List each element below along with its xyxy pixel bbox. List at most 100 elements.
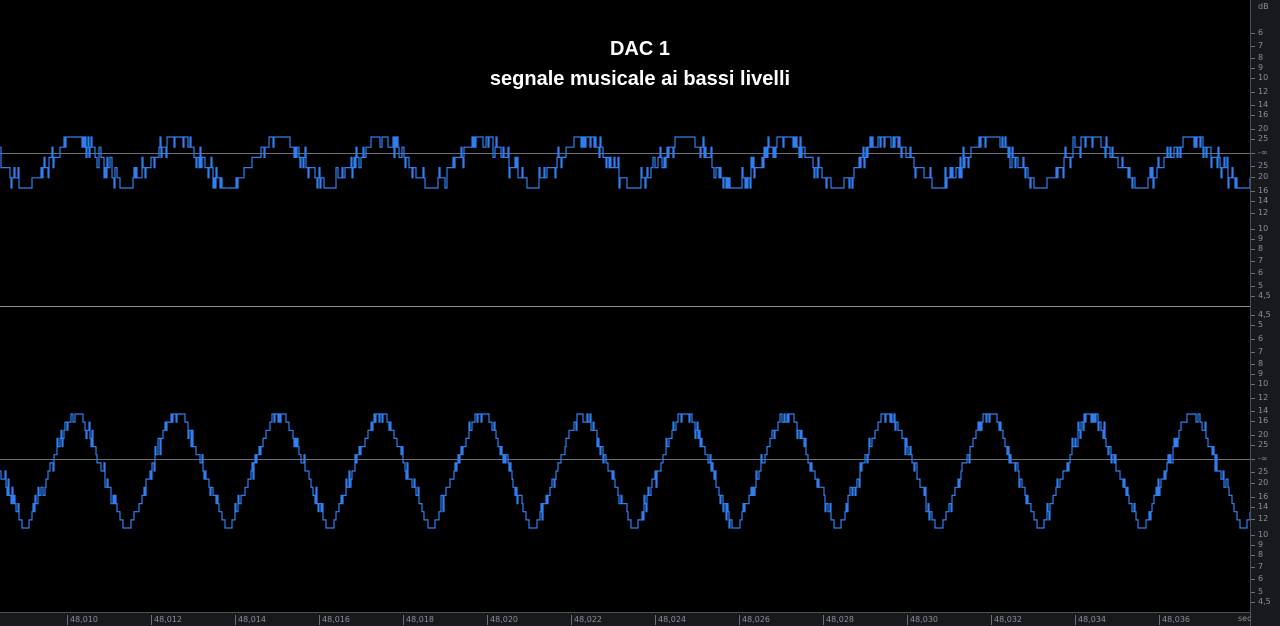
db-label: 4,5 — [1258, 291, 1271, 300]
db-tick — [1251, 602, 1255, 603]
db-label: 10 — [1258, 379, 1269, 388]
db-tick — [1251, 325, 1255, 326]
time-tick-label: 48,014 — [235, 615, 266, 625]
db-label: 6 — [1258, 268, 1264, 277]
waveform-display[interactable] — [0, 0, 1250, 612]
time-tick-label: 48,028 — [823, 615, 854, 625]
db-tick — [1251, 374, 1255, 375]
db-label: -∞ — [1258, 454, 1268, 463]
db-tick — [1251, 296, 1255, 297]
db-tick — [1251, 229, 1255, 230]
db-label: 12 — [1258, 514, 1269, 523]
db-tick — [1251, 78, 1255, 79]
time-tick-label: 48,022 — [571, 615, 602, 625]
db-label: 12 — [1258, 208, 1269, 217]
db-tick — [1251, 201, 1255, 202]
title-line-1: DAC 1 — [609, 38, 670, 60]
db-label: 14 — [1258, 100, 1269, 109]
db-tick — [1251, 92, 1255, 93]
time-tick-label: 48,034 — [1075, 615, 1106, 625]
db-tick — [1251, 33, 1255, 34]
db-label: -∞ — [1258, 148, 1268, 157]
db-label: 5 — [1258, 281, 1264, 290]
db-label: 4,5 — [1258, 310, 1271, 319]
db-label: 14 — [1258, 502, 1269, 511]
db-label: 7 — [1258, 256, 1264, 265]
time-tick-label: 48,010 — [67, 615, 98, 625]
db-tick — [1251, 177, 1255, 178]
db-tick — [1251, 507, 1255, 508]
db-tick — [1251, 567, 1255, 568]
db-label: 6 — [1258, 28, 1264, 37]
db-label: 4,5 — [1258, 597, 1271, 606]
time-tick-label: 48,030 — [907, 615, 938, 625]
db-label: 16 — [1258, 110, 1269, 119]
db-label: 20 — [1258, 172, 1269, 181]
db-label: 7 — [1258, 347, 1264, 356]
db-tick — [1251, 519, 1255, 520]
db-tick — [1251, 273, 1255, 274]
db-label: 8 — [1258, 244, 1264, 253]
db-tick — [1251, 384, 1255, 385]
db-label: 7 — [1258, 562, 1264, 571]
db-label: 7 — [1258, 41, 1264, 50]
db-tick — [1251, 497, 1255, 498]
time-tick-label: 48,018 — [403, 615, 434, 625]
waveform-channel-bottom — [0, 413, 1250, 529]
db-label: 10 — [1258, 224, 1269, 233]
db-label: 9 — [1258, 63, 1264, 72]
time-tick-label: 48,036 — [1159, 615, 1190, 625]
db-label: 25 — [1258, 467, 1269, 476]
db-tick — [1251, 129, 1255, 130]
db-label: 25 — [1258, 440, 1269, 449]
db-tick — [1251, 166, 1255, 167]
db-label: 8 — [1258, 53, 1264, 62]
db-tick — [1251, 579, 1255, 580]
db-label: 5 — [1258, 587, 1264, 596]
db-label: 8 — [1258, 550, 1264, 559]
waveform-channel-top — [0, 136, 1250, 189]
db-tick — [1251, 435, 1255, 436]
db-tick — [1251, 364, 1255, 365]
db-label: 6 — [1258, 334, 1264, 343]
db-tick — [1251, 483, 1255, 484]
db-label: 25 — [1258, 161, 1269, 170]
db-label: 16 — [1258, 492, 1269, 501]
db-label: 12 — [1258, 87, 1269, 96]
db-label: 20 — [1258, 430, 1269, 439]
db-label: 9 — [1258, 369, 1264, 378]
db-tick — [1251, 213, 1255, 214]
db-tick — [1251, 115, 1255, 116]
db-ruler[interactable]: dB 6 7 8 9 10 12 14 16 20 25 -∞ 25 20 16 14 12 10 9 8 7 6 5 4,… — [1250, 0, 1280, 626]
time-tick-label: 48,032 — [991, 615, 1022, 625]
db-label: 10 — [1258, 73, 1269, 82]
db-tick — [1251, 105, 1255, 106]
db-tick — [1251, 421, 1255, 422]
db-tick — [1251, 459, 1255, 460]
db-label: 12 — [1258, 393, 1269, 402]
time-ruler[interactable]: 48,010 48,012 48,014 48,016 48,018 48,020 48,0… — [0, 612, 1250, 626]
db-label: 20 — [1258, 124, 1269, 133]
db-label: 10 — [1258, 530, 1269, 539]
db-tick — [1251, 261, 1255, 262]
time-unit-label: sec — [1238, 614, 1252, 623]
db-tick — [1251, 535, 1255, 536]
db-tick — [1251, 555, 1255, 556]
db-unit-label: dB — [1258, 2, 1269, 11]
db-tick — [1251, 411, 1255, 412]
db-tick — [1251, 68, 1255, 69]
time-tick-label: 48,016 — [319, 615, 350, 625]
title-line-2: segnale musicale ai bassi livelli — [489, 68, 791, 90]
db-tick — [1251, 191, 1255, 192]
db-label: 9 — [1258, 540, 1264, 549]
db-tick — [1251, 249, 1255, 250]
db-tick — [1251, 398, 1255, 399]
db-label: 25 — [1258, 134, 1269, 143]
db-label: 20 — [1258, 478, 1269, 487]
db-tick — [1251, 58, 1255, 59]
db-tick — [1251, 46, 1255, 47]
time-tick-label: 48,020 — [487, 615, 518, 625]
db-label: 16 — [1258, 186, 1269, 195]
db-label: 6 — [1258, 574, 1264, 583]
db-tick — [1251, 286, 1255, 287]
